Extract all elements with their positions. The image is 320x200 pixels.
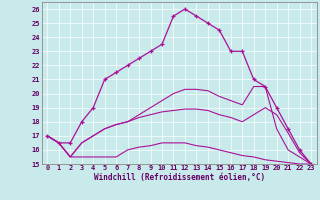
X-axis label: Windchill (Refroidissement éolien,°C): Windchill (Refroidissement éolien,°C) (94, 173, 265, 182)
